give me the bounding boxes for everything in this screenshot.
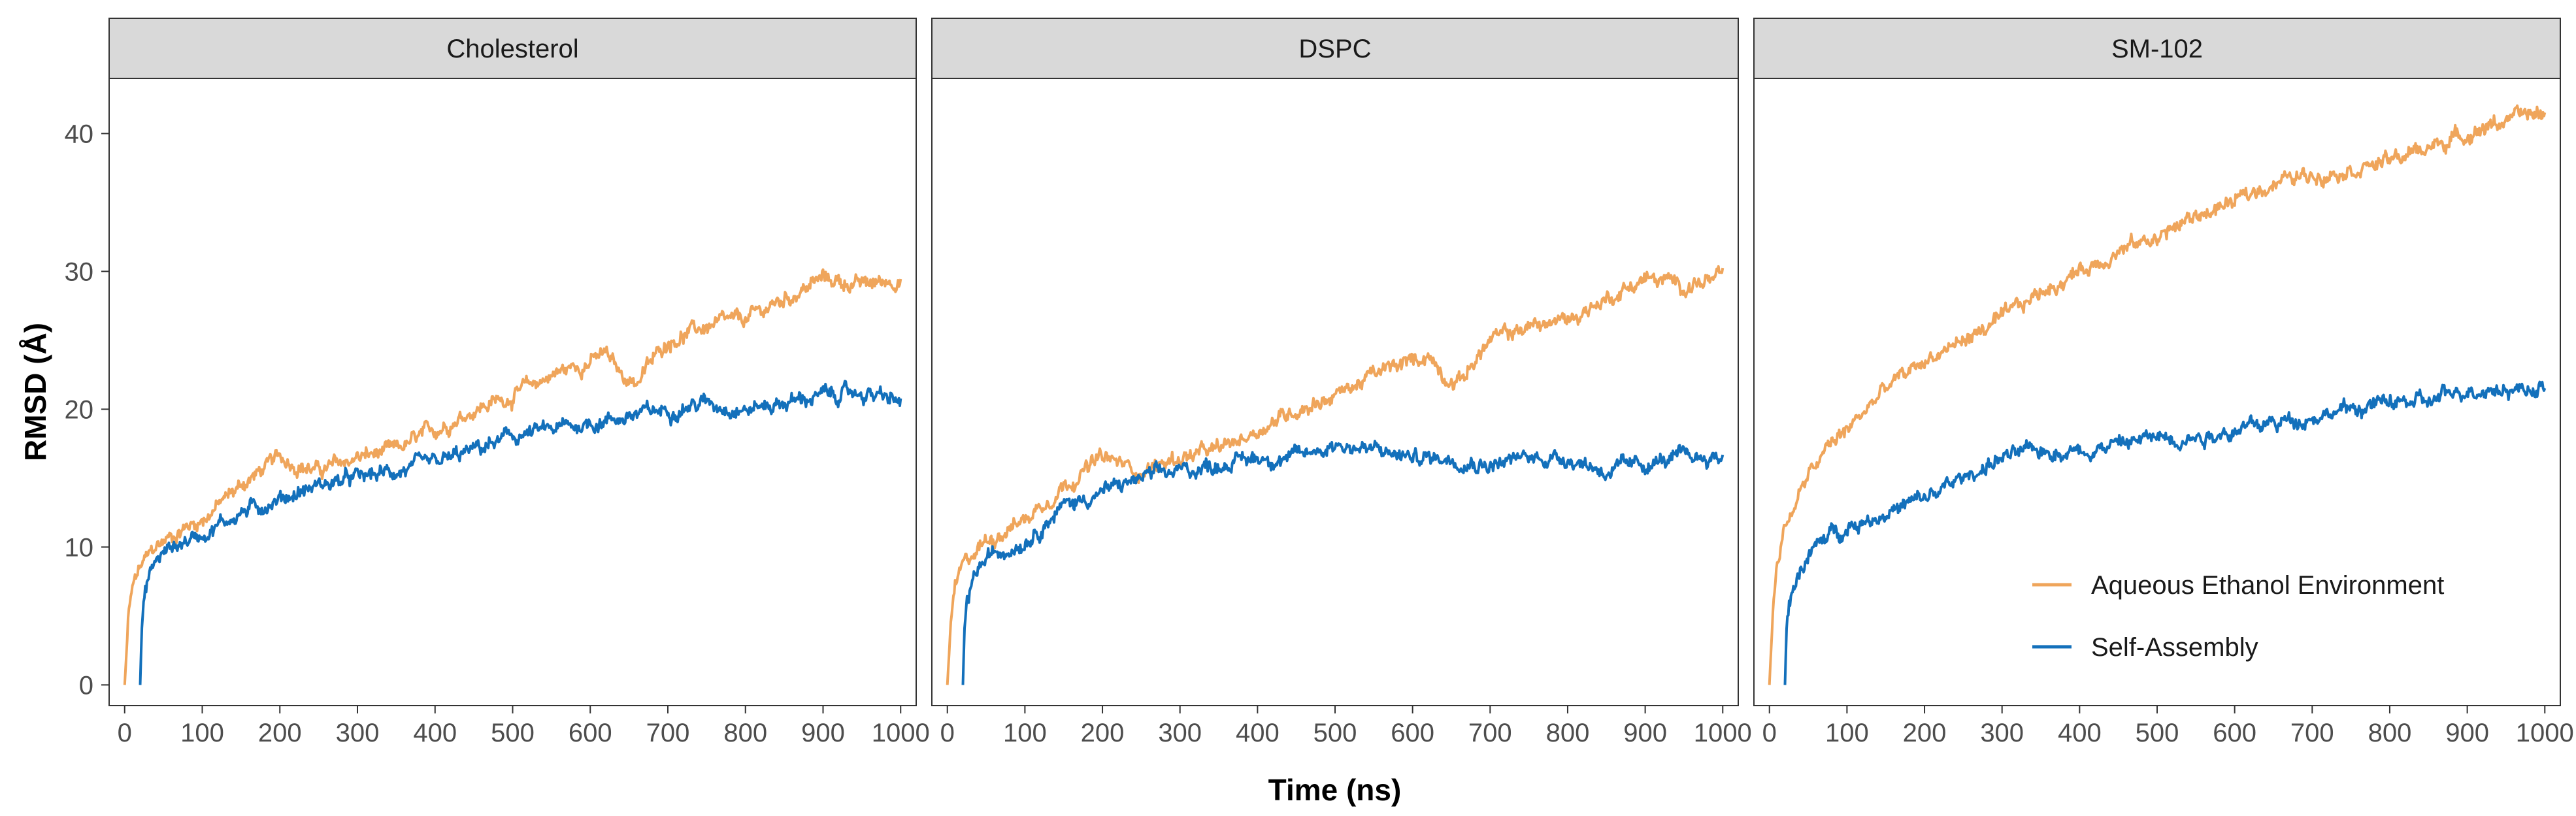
x-tick-label: 200 [258, 719, 302, 747]
facet-strip-1 [931, 18, 1739, 79]
x-tick-label: 1000 [1694, 719, 1752, 747]
facet-strip-2 [1753, 18, 2561, 79]
y-tick-label: 0 [79, 671, 93, 700]
x-tick-label: 200 [1081, 719, 1125, 747]
x-tick-label: 300 [1980, 719, 2024, 747]
series-line-aqueous-ethanol [946, 265, 1725, 685]
facet-label: Cholesterol [446, 35, 578, 63]
x-tick-label: 1000 [2516, 719, 2574, 747]
x-tick-label: 0 [1762, 719, 1777, 747]
series-line-self-assembly [139, 380, 902, 685]
x-tick-label: 900 [2445, 719, 2489, 747]
x-tick-label: 700 [2290, 719, 2334, 747]
facet-strip-0 [108, 18, 917, 79]
x-tick-label: 400 [2058, 719, 2102, 747]
x-tick-label: 900 [801, 719, 845, 747]
x-tick-label: 700 [646, 719, 690, 747]
legend-label: Self-Assembly [2091, 633, 2258, 662]
panel-border-0 [108, 78, 917, 706]
facet-label: DSPC [1298, 35, 1371, 63]
x-tick-label: 600 [569, 719, 612, 747]
x-tick-label: 500 [491, 719, 535, 747]
x-tick-label: 300 [1158, 719, 1202, 747]
series-line-self-assembly [961, 440, 1725, 685]
x-tick-label: 400 [1236, 719, 1280, 747]
y-axis-title: RMSD (Å) [18, 323, 52, 461]
x-tick-label: 700 [1468, 719, 1512, 747]
x-tick-label: 900 [1623, 719, 1667, 747]
x-tick-label: 600 [1391, 719, 1434, 747]
x-tick-label: 0 [118, 719, 132, 747]
x-tick-label: 800 [1546, 719, 1590, 747]
x-tick-label: 200 [1903, 719, 1947, 747]
x-axis-title: Time (ns) [1268, 773, 1402, 807]
x-tick-label: 300 [336, 719, 380, 747]
y-tick-label: 30 [65, 257, 94, 286]
x-tick-label: 1000 [872, 719, 930, 747]
x-tick-label: 600 [2213, 719, 2256, 747]
facet-label: SM-102 [2111, 35, 2203, 63]
x-tick-label: 100 [180, 719, 224, 747]
x-tick-label: 0 [940, 719, 955, 747]
x-tick-label: 500 [2136, 719, 2179, 747]
x-tick-label: 100 [1825, 719, 1869, 747]
x-tick-label: 800 [2368, 719, 2412, 747]
legend-label: Aqueous Ethanol Environment [2091, 571, 2444, 600]
x-tick-label: 400 [413, 719, 457, 747]
series-line-aqueous-ethanol [1768, 104, 2547, 685]
panel-border-2 [1753, 78, 2561, 706]
x-tick-label: 500 [1313, 719, 1357, 747]
x-tick-label: 100 [1003, 719, 1047, 747]
series-line-self-assembly [1783, 380, 2547, 685]
series-line-aqueous-ethanol [123, 268, 902, 685]
y-tick-label: 10 [65, 533, 94, 562]
y-tick-label: 40 [65, 120, 94, 148]
x-tick-label: 800 [723, 719, 767, 747]
y-tick-label: 20 [65, 395, 94, 424]
